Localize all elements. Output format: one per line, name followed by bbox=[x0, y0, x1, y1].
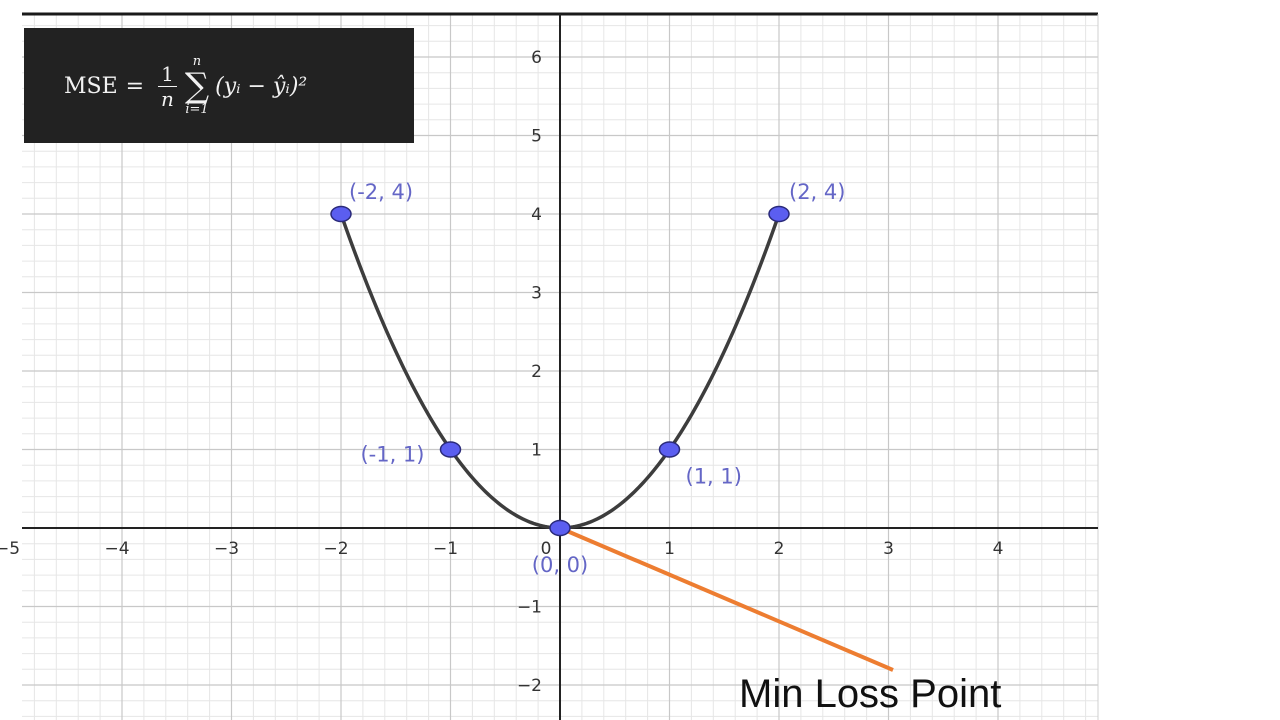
y-tick-label: 3 bbox=[531, 284, 542, 304]
x-tick-label: 4 bbox=[993, 539, 1004, 559]
sum-lower-limit: i=1 bbox=[185, 102, 209, 117]
x-tick-label: −2 bbox=[323, 539, 348, 559]
data-point bbox=[439, 441, 462, 458]
x-tick-label: 3 bbox=[883, 539, 894, 559]
mse-formula: MSE = 1 n n ∑ i=1 (yᵢ − ŷᵢ)² bbox=[64, 46, 307, 126]
x-tick-label: −5 bbox=[0, 539, 20, 559]
y-tick-label: 2 bbox=[531, 362, 542, 382]
data-point bbox=[549, 519, 571, 537]
sum-upper-limit: n bbox=[192, 54, 202, 69]
point-label: (-1, 1) bbox=[360, 443, 424, 467]
formula-lhs: MSE bbox=[64, 73, 118, 99]
y-tick-label: 1 bbox=[531, 441, 542, 461]
sum-symbol: ∑ bbox=[184, 66, 210, 106]
x-tick-label: −3 bbox=[214, 539, 239, 559]
point-label: (-2, 4) bbox=[349, 180, 413, 204]
data-point bbox=[768, 205, 790, 223]
x-tick-label: 0 bbox=[541, 539, 552, 559]
y-tick-label: 5 bbox=[531, 127, 542, 147]
x-tick-label: 1 bbox=[664, 539, 675, 559]
y-tick-label: 6 bbox=[531, 48, 542, 68]
y-tick-label: −2 bbox=[517, 676, 542, 696]
x-tick-label: −1 bbox=[433, 539, 458, 559]
data-points bbox=[330, 205, 790, 537]
point-label: (1, 1) bbox=[686, 465, 742, 489]
min-loss-text: Min Loss Point bbox=[739, 672, 1002, 716]
tick-labels: −5 −4 −3 −2 −1 0 1 2 3 4 −2 −1 1 2 3 4 5 6 bbox=[0, 48, 1003, 696]
fraction-numerator: 1 bbox=[158, 62, 177, 87]
formula-equals: = bbox=[125, 73, 145, 99]
y-tick-label: −1 bbox=[517, 598, 542, 618]
mse-formula-box: MSE = 1 n n ∑ i=1 (yᵢ − ŷᵢ)² bbox=[24, 28, 414, 143]
point-labels: (-2, 4) (-1, 1) (0, 0) (1, 1) (2, 4) bbox=[349, 180, 845, 577]
data-point bbox=[658, 441, 681, 458]
y-tick-label: 4 bbox=[531, 205, 542, 225]
point-label: (2, 4) bbox=[789, 180, 845, 204]
formula-body: (yᵢ − ŷᵢ)² bbox=[215, 73, 308, 99]
x-tick-label: −4 bbox=[104, 539, 129, 559]
formula-summation: n ∑ i=1 bbox=[185, 55, 209, 117]
min-loss-label: Min Loss Point bbox=[739, 672, 1001, 717]
x-tick-label: 2 bbox=[774, 539, 785, 559]
fraction-denominator: n bbox=[161, 86, 174, 111]
data-point bbox=[330, 205, 352, 223]
min-loss-arrow bbox=[559, 526, 894, 672]
point-label: (0, 0) bbox=[532, 553, 588, 577]
formula-fraction: 1 n bbox=[158, 62, 177, 111]
